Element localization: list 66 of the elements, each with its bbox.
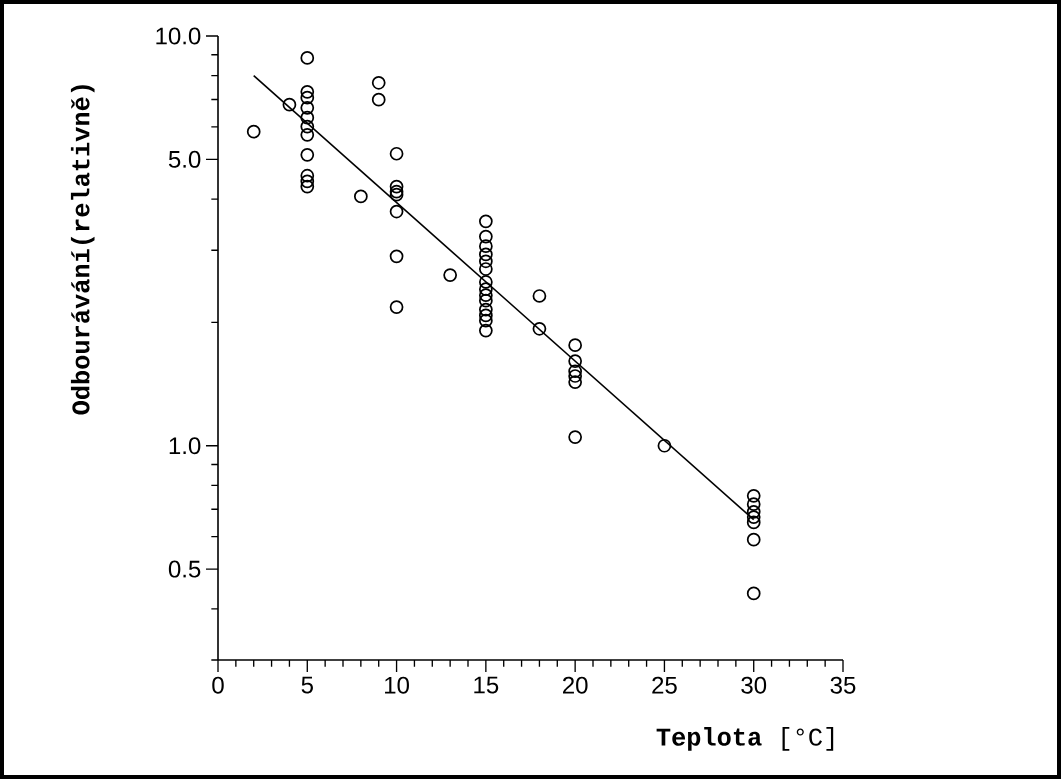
x-tick-label: 0 [212, 676, 224, 694]
y-tick-label: 10.0 [156, 27, 201, 45]
point [568, 364, 583, 379]
x-tick-label: 25 [652, 676, 677, 694]
y-tick-label: 0.5 [168, 560, 201, 578]
point [478, 293, 493, 308]
point [389, 249, 404, 264]
point [300, 168, 315, 183]
point [389, 146, 404, 161]
point [478, 302, 493, 317]
point [478, 288, 493, 303]
y-tick-label: 5.0 [168, 150, 201, 168]
point [746, 586, 761, 601]
point [746, 515, 761, 530]
point [657, 438, 672, 453]
point [478, 239, 493, 254]
point [300, 119, 315, 134]
y-axis-title: Odbourávání(relativně) [70, 85, 95, 415]
point [478, 308, 493, 323]
point [371, 92, 386, 107]
point [443, 268, 458, 282]
point [300, 174, 315, 189]
point [389, 179, 404, 194]
x-tick-label: 5 [301, 676, 313, 694]
x-tick-label: 30 [741, 676, 767, 694]
point [300, 84, 315, 99]
point [568, 375, 583, 389]
point [478, 282, 493, 297]
point [300, 147, 315, 162]
point [389, 300, 404, 314]
x-tick-label: 35 [830, 676, 856, 694]
point [478, 262, 493, 276]
point [746, 532, 761, 547]
point [746, 488, 761, 503]
point [746, 510, 761, 524]
point [478, 247, 493, 262]
point [371, 75, 386, 90]
x-tick-label: 20 [563, 676, 588, 694]
point [300, 179, 315, 194]
point [568, 430, 583, 444]
point [568, 338, 583, 353]
point [478, 323, 493, 338]
point [353, 189, 368, 204]
point [478, 229, 493, 244]
point [532, 289, 547, 303]
point [478, 214, 493, 229]
point [300, 51, 315, 65]
point [478, 313, 493, 328]
x-tick-label: 15 [474, 676, 499, 694]
x-tick-label: 10 [385, 676, 409, 694]
point [478, 275, 493, 289]
y-tick-label: 1.0 [169, 437, 201, 455]
x-axis-title: Teplota [°C] [656, 727, 834, 751]
point [300, 127, 315, 142]
point [568, 354, 583, 368]
point [300, 90, 315, 105]
point [746, 497, 761, 512]
point [532, 321, 547, 336]
point [389, 204, 404, 219]
point [478, 254, 493, 269]
point [300, 100, 315, 115]
point [568, 369, 583, 383]
point [246, 124, 261, 139]
point [282, 97, 297, 112]
point [300, 110, 315, 125]
point [746, 504, 761, 519]
